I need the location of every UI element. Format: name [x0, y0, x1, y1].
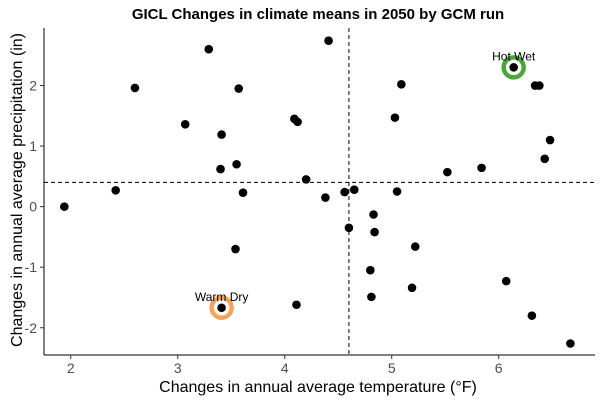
data-point [293, 117, 302, 127]
data-point [204, 44, 214, 54]
highlight-ring [501, 55, 526, 80]
data-point [367, 292, 376, 302]
y-tick-label: 2 [29, 78, 37, 94]
data-point [443, 167, 452, 177]
data-point [540, 154, 550, 164]
data-point [407, 283, 417, 293]
highlight-ring [209, 295, 234, 321]
data-point [238, 188, 248, 198]
x-tick-label: 3 [174, 360, 182, 376]
data-point [545, 135, 555, 145]
data-point [566, 339, 575, 348]
data-point [527, 311, 537, 320]
data-point [390, 113, 400, 122]
data-point [349, 185, 359, 194]
data-point [217, 303, 226, 313]
x-tick-label: 6 [495, 360, 503, 376]
data-point [397, 80, 406, 89]
data-point [410, 242, 420, 251]
data-point [216, 164, 225, 174]
data-point [370, 227, 379, 237]
data-point [392, 187, 402, 196]
data-point [111, 185, 120, 195]
data-point [321, 193, 330, 202]
data-point [324, 36, 333, 46]
data-points [60, 36, 575, 348]
data-point [344, 223, 354, 233]
data-point [366, 265, 375, 275]
data-point [292, 300, 301, 310]
data-point [509, 63, 518, 72]
chart-title: GICL Changes in climate means in 2050 by… [132, 6, 504, 23]
data-point [234, 84, 244, 93]
highlight-label: Warm Dry [195, 290, 249, 304]
reference-lines [44, 28, 595, 355]
axes: 2 3 4 5 6 -2 -1 0 1 2 [25, 28, 595, 376]
data-point [369, 210, 378, 219]
data-point [130, 83, 140, 93]
x-axis-label: Changes in annual average temperature (°… [159, 379, 477, 396]
highlight-labels: Hot Wet Warm Dry [195, 49, 536, 303]
x-tick-label: 4 [281, 360, 289, 376]
y-tick-label: -2 [25, 320, 38, 336]
data-point [501, 276, 511, 286]
y-tick-label: 1 [29, 138, 37, 154]
y-axis-label: Changes in annual average precipitation … [9, 33, 26, 347]
data-point [180, 119, 190, 129]
x-tick-label: 5 [388, 360, 396, 376]
y-tick-label: -1 [25, 259, 38, 275]
data-point [301, 175, 311, 184]
data-point [477, 163, 486, 173]
data-point [217, 130, 226, 139]
x-tick-label: 2 [67, 360, 75, 376]
highlight-rings [209, 55, 526, 321]
data-point [340, 187, 349, 197]
y-tick-label: 0 [29, 199, 37, 215]
data-point [232, 159, 241, 169]
data-point [535, 81, 544, 90]
data-point [231, 244, 240, 254]
data-point [60, 202, 69, 211]
highlight-label: Hot Wet [492, 49, 536, 63]
